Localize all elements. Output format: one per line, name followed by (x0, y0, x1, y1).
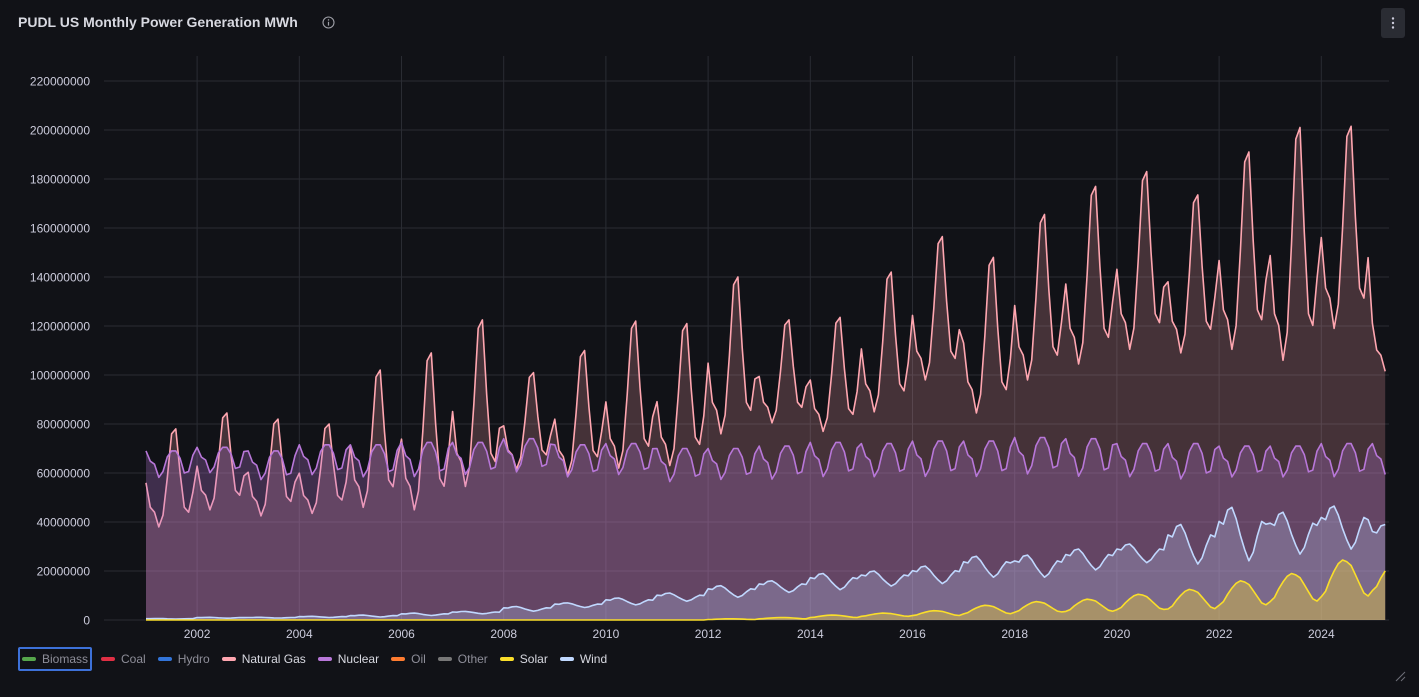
legend-swatch (317, 657, 332, 661)
x-tick-label: 2024 (1308, 627, 1335, 641)
y-axis: 0 20000000 40000000 60000000 80000000 1000000… (30, 75, 90, 628)
legend-swatch (437, 657, 452, 661)
legend-item-coal[interactable]: Coal (98, 647, 149, 671)
series-line-natural-gas (145, 125, 1386, 528)
x-tick-label: 2020 (1104, 627, 1131, 641)
x-tick-label: 2008 (490, 627, 517, 641)
y-tick-label: 60000000 (37, 467, 91, 481)
y-tick-label: 140000000 (30, 271, 90, 285)
info-icon[interactable] (322, 16, 335, 29)
panel-header: PUDL US Monthly Power Generation MWh (0, 0, 1419, 46)
x-tick-label: 2014 (797, 627, 824, 641)
x-tick-label: 2006 (388, 627, 415, 641)
y-tick-label: 100000000 (30, 369, 90, 383)
chart-legend: Biomass Coal Hydro Natural Gas Nuclear Oil Oth… (18, 646, 616, 672)
y-tick-label: 20000000 (37, 565, 91, 579)
area-chart[interactable]: 0 20000000 40000000 60000000 80000000 1000000… (0, 0, 1419, 646)
legend-label: Biomass (42, 652, 89, 666)
legend-label: Other (457, 652, 488, 666)
resize-handle-icon[interactable] (1394, 670, 1406, 682)
legend-swatch (101, 657, 116, 661)
x-axis: 2002 2004 2006 2008 2010 2012 2014 2016 2018 2020… (184, 627, 1335, 641)
series-line-solar (146, 559, 1386, 621)
y-tick-label: 160000000 (30, 222, 90, 236)
series-line-nuclear (145, 436, 1386, 483)
x-tick-label: 2004 (286, 627, 313, 641)
x-tick-label: 2018 (1001, 627, 1028, 641)
legend-swatch (559, 657, 574, 661)
chart-series (145, 125, 1386, 621)
y-tick-label: 180000000 (30, 173, 90, 187)
y-tick-label: 80000000 (37, 418, 91, 432)
series-area-nuclear (146, 437, 1386, 620)
legend-item-natural-gas[interactable]: Natural Gas (219, 647, 309, 671)
legend-item-wind[interactable]: Wind (557, 647, 610, 671)
legend-label: Natural Gas (241, 652, 306, 666)
legend-item-hydro[interactable]: Hydro (155, 647, 213, 671)
legend-label: Nuclear (337, 652, 380, 666)
y-tick-label: 0 (83, 614, 90, 628)
legend-item-other[interactable]: Other (435, 647, 491, 671)
legend-item-biomass[interactable]: Biomass (18, 647, 93, 671)
legend-item-solar[interactable]: Solar (497, 647, 551, 671)
legend-swatch (499, 657, 514, 661)
panel-title: PUDL US Monthly Power Generation MWh (18, 14, 298, 30)
legend-item-oil[interactable]: Oil (388, 647, 429, 671)
legend-swatch (22, 657, 36, 661)
y-tick-label: 40000000 (37, 516, 91, 530)
legend-label: Hydro (177, 652, 210, 666)
legend-swatch (221, 657, 236, 661)
legend-label: Wind (579, 652, 608, 666)
y-tick-label: 220000000 (30, 75, 90, 89)
x-tick-label: 2016 (899, 627, 926, 641)
x-tick-label: 2012 (695, 627, 722, 641)
legend-label: Oil (411, 652, 426, 666)
legend-swatch (391, 657, 406, 661)
x-tick-label: 2002 (184, 627, 211, 641)
legend-swatch (157, 657, 172, 661)
y-tick-label: 200000000 (30, 124, 90, 138)
series-area-wind (146, 506, 1386, 620)
x-tick-label: 2010 (593, 627, 620, 641)
legend-label: Coal (121, 652, 146, 666)
series-line-wind (146, 505, 1386, 620)
y-tick-label: 120000000 (30, 320, 90, 334)
series-area-natural-gas (146, 126, 1386, 621)
legend-item-nuclear[interactable]: Nuclear (315, 647, 382, 671)
panel-menu-button[interactable] (1381, 8, 1405, 38)
x-tick-label: 2022 (1206, 627, 1233, 641)
series-area-solar (146, 560, 1386, 620)
kebab-menu-icon (1391, 17, 1395, 29)
legend-label: Solar (519, 652, 548, 666)
